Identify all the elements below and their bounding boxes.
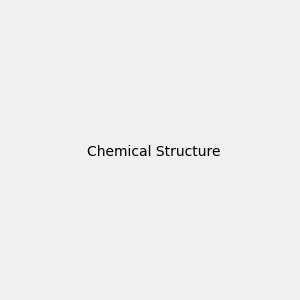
Text: Chemical Structure: Chemical Structure <box>87 145 220 158</box>
